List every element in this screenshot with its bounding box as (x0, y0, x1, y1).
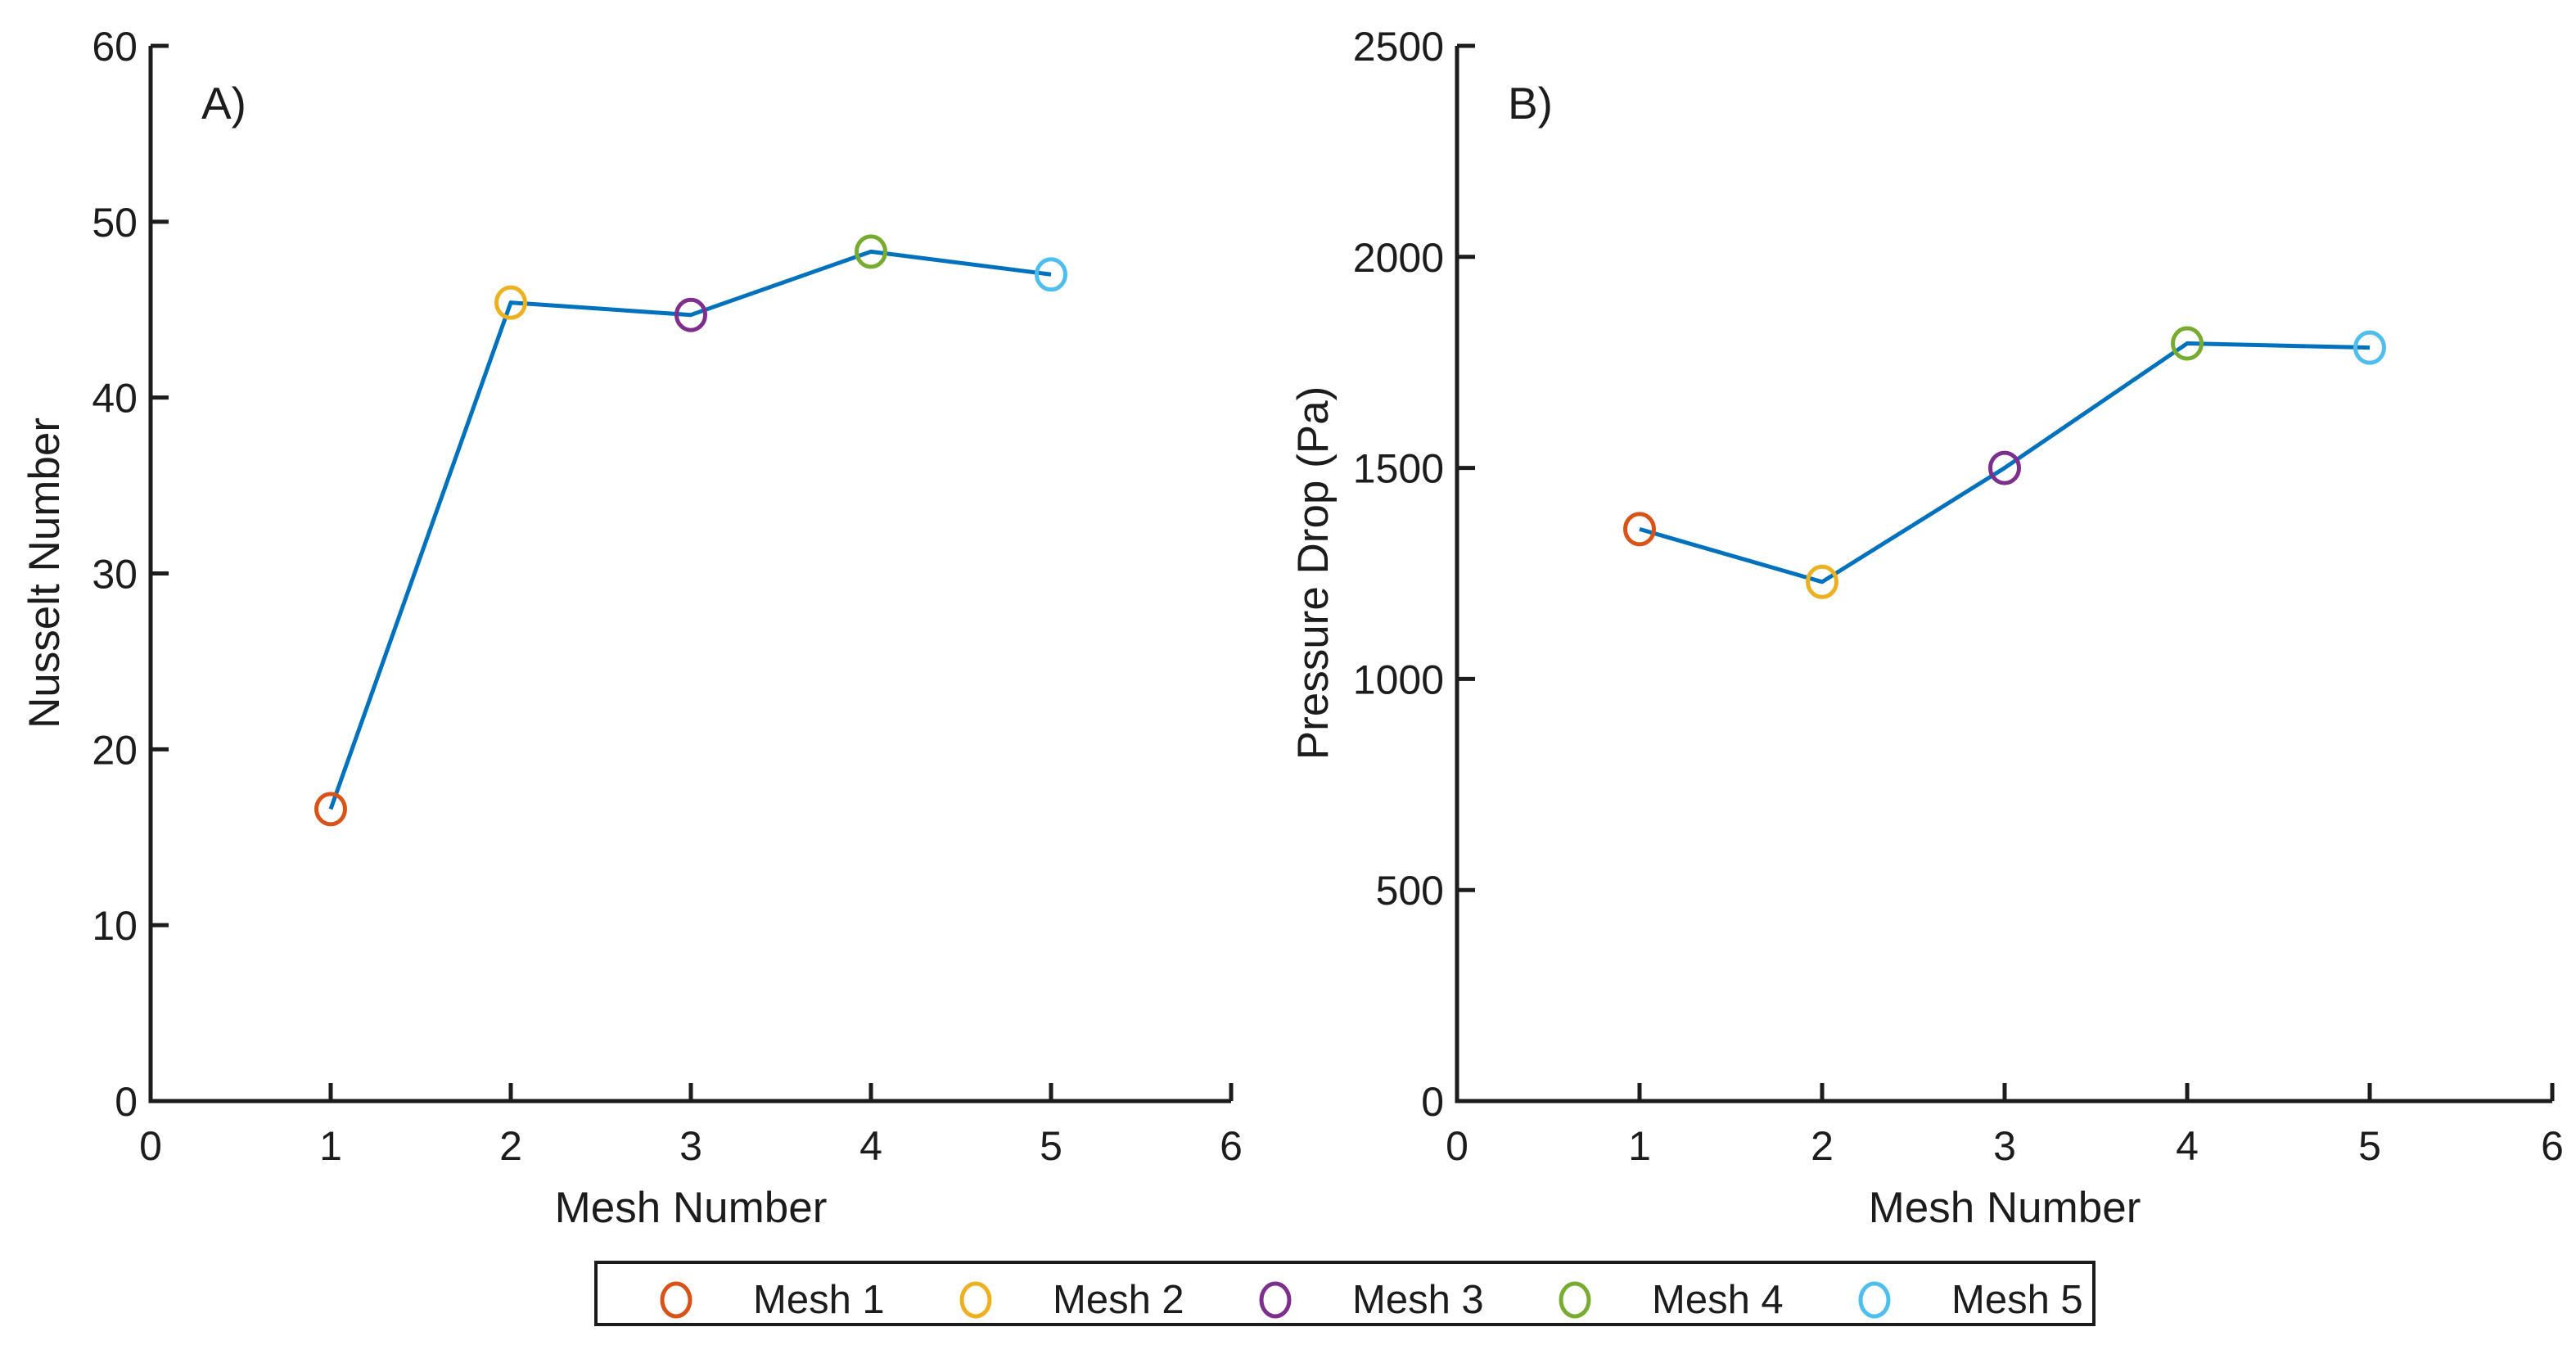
panel-a-ylabel: Nusselt Number (20, 417, 69, 729)
y-tick-label: 1500 (1353, 446, 1444, 492)
panel-b: B) Pressure Drop (Pa) Mesh Number 0 1 2 3 4 5… (1289, 24, 2564, 1232)
panel-a: A) Nusselt Number Mesh Number 0 1 2 3 4 5 6010… (20, 24, 1243, 1232)
data-point-mesh-5 (2353, 330, 2386, 365)
y-tick-label: 10 (92, 903, 138, 949)
y-tick-label: 40 (92, 376, 138, 422)
data-point-mesh-4 (855, 234, 887, 269)
data-point-mesh-3 (674, 297, 707, 332)
legend-marker-mesh-3 (1259, 1281, 1292, 1319)
legend-label-mesh-1: Mesh 1 (753, 1278, 885, 1322)
panel-b-ylabel: Pressure Drop (Pa) (1289, 386, 1338, 760)
panel-a-label: A) (201, 78, 246, 129)
x-tick-label: 2 (1811, 1123, 1834, 1169)
x-tick-label: 5 (2358, 1123, 2381, 1169)
legend-marker-mesh-2 (959, 1281, 992, 1319)
panel-b-label: B) (1508, 78, 1553, 129)
panel-b-xlabel: Mesh Number (1869, 1184, 2141, 1232)
x-tick-label: 4 (859, 1123, 882, 1169)
y-tick-label: 0 (115, 1079, 138, 1125)
data-point-mesh-3 (1988, 450, 2021, 485)
x-tick-label: 0 (1446, 1123, 1468, 1169)
x-tick-label: 1 (1628, 1123, 1651, 1169)
panel-a-xlabel: Mesh Number (555, 1184, 828, 1232)
data-point-mesh-1 (314, 792, 347, 827)
y-tick-label: 50 (92, 200, 138, 246)
axis-spines (148, 46, 1231, 1104)
axis-spines (1455, 46, 2552, 1104)
x-tick-label: 0 (139, 1123, 162, 1169)
y-tick-label: 500 (1376, 868, 1444, 914)
x-tick-label: 4 (2176, 1123, 2199, 1169)
x-tick-label: 3 (1993, 1123, 2016, 1169)
data-point-mesh-2 (1806, 564, 1838, 599)
y-tick-label: 1000 (1353, 657, 1444, 702)
legend-box (594, 1261, 2096, 1326)
data-point-mesh-4 (2171, 326, 2204, 361)
series-line (328, 249, 1052, 810)
y-tick-label: 60 (92, 24, 138, 70)
y-tick-label: 2500 (1353, 24, 1444, 70)
y-tick-label: 0 (1421, 1079, 1444, 1125)
series-line (1639, 341, 2371, 584)
x-tick-label: 3 (679, 1123, 702, 1169)
legend-marker-mesh-1 (660, 1281, 692, 1319)
legend-label-mesh-3: Mesh 3 (1352, 1278, 1484, 1322)
legend-label-mesh-2: Mesh 2 (1053, 1278, 1184, 1322)
data-point-mesh-1 (1623, 512, 1656, 547)
x-tick-label: 5 (1040, 1123, 1062, 1169)
legend: Mesh 1 Mesh 2 Mesh 3 Mesh 4 Mesh 5 (594, 1261, 2096, 1326)
y-tick-label: 20 (92, 727, 138, 773)
x-tick-label: 6 (1220, 1123, 1243, 1169)
x-tick-label: 6 (2541, 1123, 2564, 1169)
data-point-mesh-5 (1035, 257, 1067, 292)
legend-marker-mesh-4 (1559, 1281, 1591, 1319)
x-tick-label: 2 (499, 1123, 522, 1169)
data-point-mesh-2 (494, 285, 527, 320)
legend-marker-mesh-5 (1858, 1281, 1891, 1319)
legend-label-mesh-4: Mesh 4 (1652, 1278, 1784, 1322)
legend-label-mesh-5: Mesh 5 (1951, 1278, 2083, 1322)
y-tick-label: 30 (92, 552, 138, 598)
y-tick-label: 2000 (1353, 235, 1444, 281)
x-tick-label: 1 (319, 1123, 342, 1169)
